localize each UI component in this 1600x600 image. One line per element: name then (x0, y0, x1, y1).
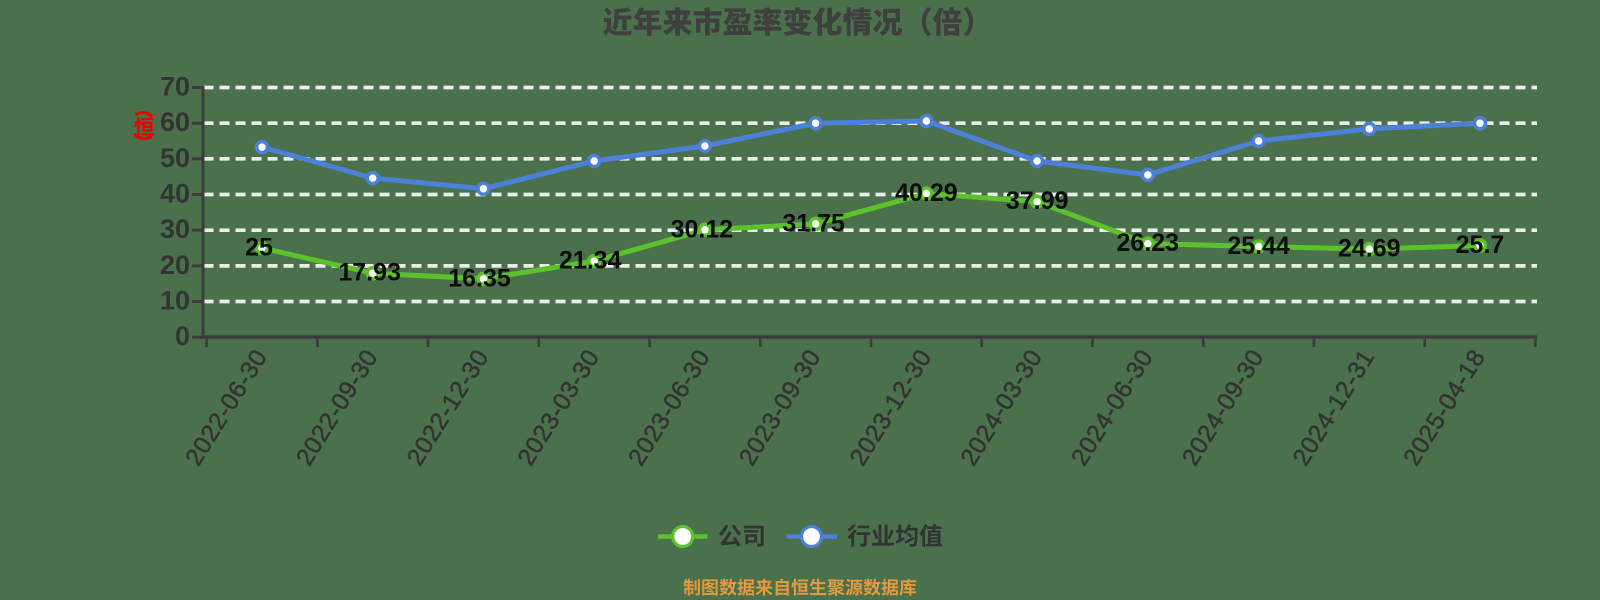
svg-text:30: 30 (160, 214, 190, 244)
svg-text:40.29: 40.29 (895, 179, 958, 207)
svg-text:16.35: 16.35 (448, 264, 511, 292)
svg-text:0: 0 (175, 321, 190, 351)
svg-text:17.93: 17.93 (338, 259, 401, 287)
svg-text:25: 25 (245, 234, 273, 262)
svg-text:31.75: 31.75 (782, 209, 845, 237)
svg-text:24.69: 24.69 (1338, 235, 1401, 263)
svg-text:21.34: 21.34 (559, 247, 622, 275)
svg-text:37.99: 37.99 (1006, 187, 1069, 215)
svg-text:60: 60 (160, 107, 190, 137)
svg-text:40: 40 (160, 179, 190, 209)
svg-text:10: 10 (160, 286, 190, 316)
svg-text:70: 70 (160, 72, 190, 102)
svg-text:30.12: 30.12 (671, 215, 734, 243)
svg-text:26.23: 26.23 (1117, 229, 1180, 257)
svg-text:25.44: 25.44 (1227, 232, 1290, 260)
svg-text:50: 50 (160, 143, 190, 173)
svg-text:25.7: 25.7 (1456, 231, 1505, 259)
svg-text:20: 20 (160, 250, 190, 280)
